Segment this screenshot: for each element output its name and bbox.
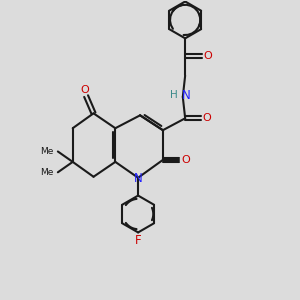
Text: Me: Me [40, 168, 53, 177]
Text: O: O [80, 85, 89, 94]
Text: O: O [182, 155, 190, 165]
Text: F: F [135, 234, 141, 247]
Text: Me: Me [40, 147, 53, 156]
Text: O: O [203, 113, 212, 123]
Text: N: N [134, 172, 142, 185]
Text: O: O [204, 51, 212, 61]
Text: H: H [170, 90, 178, 100]
Text: N: N [182, 89, 191, 102]
